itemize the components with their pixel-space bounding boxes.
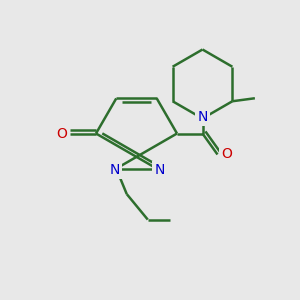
Text: O: O bbox=[57, 127, 68, 140]
Text: N: N bbox=[110, 163, 120, 177]
Text: N: N bbox=[154, 163, 165, 177]
Text: N: N bbox=[197, 110, 208, 124]
Text: O: O bbox=[221, 148, 232, 161]
